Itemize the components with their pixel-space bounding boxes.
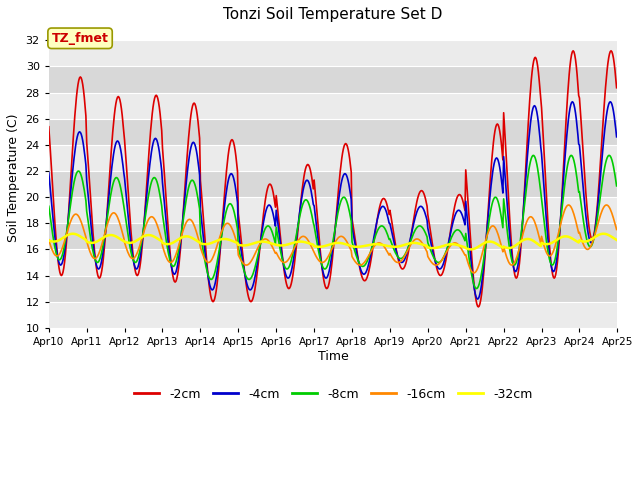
X-axis label: Time: Time <box>317 349 348 362</box>
-16cm <box>114 214 122 220</box>
Line: -8cm: -8cm <box>49 156 616 288</box>
-4cm <box>474 296 481 302</box>
-4cm <box>607 99 614 105</box>
Bar <box>49 171 618 197</box>
Bar <box>49 119 618 145</box>
-4cm <box>402 254 410 260</box>
-32cm <box>55 237 63 243</box>
-32cm <box>45 238 52 243</box>
-2cm <box>202 239 209 245</box>
-2cm <box>419 188 426 194</box>
Text: TZ_fmet: TZ_fmet <box>52 32 109 45</box>
-32cm <box>403 241 410 247</box>
Legend: -2cm, -4cm, -8cm, -16cm, -32cm: -2cm, -4cm, -8cm, -16cm, -32cm <box>129 383 537 406</box>
-2cm <box>45 124 52 130</box>
-16cm <box>470 270 477 276</box>
Bar <box>49 302 618 328</box>
-4cm <box>55 260 63 265</box>
-16cm <box>172 254 179 260</box>
-32cm <box>612 237 620 243</box>
Bar <box>49 40 618 66</box>
-8cm <box>419 225 426 230</box>
-4cm <box>114 138 122 144</box>
Bar <box>49 93 618 119</box>
-4cm <box>612 134 620 140</box>
-2cm <box>402 261 410 266</box>
Line: -4cm: -4cm <box>49 102 616 299</box>
-2cm <box>612 85 620 91</box>
-4cm <box>45 170 52 176</box>
-8cm <box>114 175 122 181</box>
Bar <box>49 276 618 302</box>
-32cm <box>467 247 474 252</box>
-16cm <box>419 240 426 246</box>
Bar <box>49 145 618 171</box>
-4cm <box>419 204 426 210</box>
Line: -2cm: -2cm <box>49 51 616 307</box>
-32cm <box>172 238 180 244</box>
Title: Tonzi Soil Temperature Set D: Tonzi Soil Temperature Set D <box>223 7 443 22</box>
Bar <box>49 250 618 276</box>
-16cm <box>612 227 620 232</box>
-8cm <box>473 286 481 291</box>
-16cm <box>55 252 63 257</box>
-8cm <box>202 259 209 265</box>
-32cm <box>202 241 210 247</box>
-8cm <box>612 183 620 189</box>
-8cm <box>55 257 63 263</box>
-2cm <box>114 95 122 100</box>
-32cm <box>115 235 122 240</box>
-16cm <box>45 237 52 243</box>
-16cm <box>202 257 209 263</box>
-2cm <box>55 265 63 271</box>
-8cm <box>605 153 613 158</box>
-8cm <box>45 204 52 209</box>
-32cm <box>419 242 427 248</box>
Bar <box>49 66 618 93</box>
-16cm <box>602 202 610 208</box>
Bar <box>49 223 618 250</box>
-4cm <box>172 271 179 276</box>
-4cm <box>202 251 209 257</box>
-8cm <box>402 250 410 256</box>
Bar <box>49 197 618 223</box>
-8cm <box>172 262 179 267</box>
-2cm <box>607 48 615 54</box>
-32cm <box>68 231 76 237</box>
Line: -32cm: -32cm <box>49 234 616 250</box>
-16cm <box>402 251 410 257</box>
-2cm <box>172 279 179 285</box>
Line: -16cm: -16cm <box>49 205 616 273</box>
-2cm <box>474 304 482 310</box>
Y-axis label: Soil Temperature (C): Soil Temperature (C) <box>7 113 20 242</box>
